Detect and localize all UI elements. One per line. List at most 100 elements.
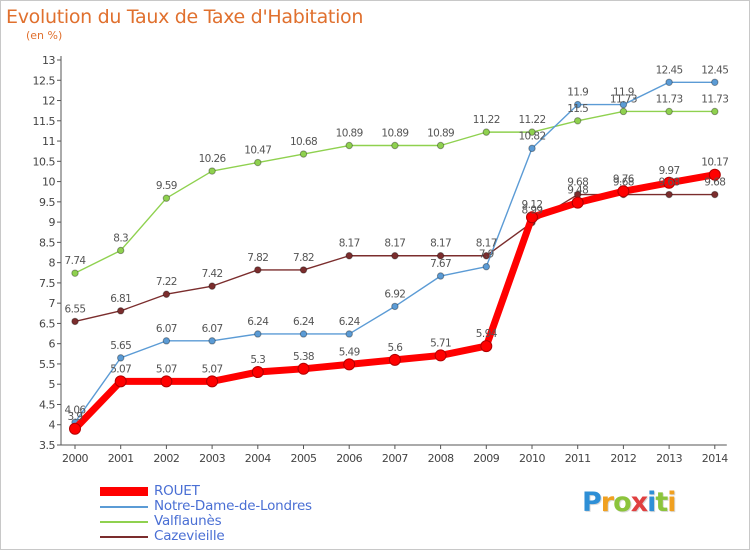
data-point — [391, 141, 399, 150]
data-label: 5.3 — [250, 354, 265, 366]
logo-letter: P — [582, 487, 602, 518]
data-label: 7.82 — [247, 252, 268, 264]
data-point — [208, 167, 216, 175]
data-label: 8.17 — [339, 238, 360, 250]
y-tick-label: 6.5 — [39, 317, 55, 330]
data-label: 6.07 — [202, 323, 223, 335]
logo-letter: i — [667, 487, 676, 518]
data-point — [482, 128, 490, 136]
y-tick-label: 11 — [42, 135, 55, 148]
line-chart: 3.5 4 4.5 5 5.5 6 6.5 7 7.5 8 8.5 9 9.5 10 10.5 11 11.5 1… — [33, 54, 729, 465]
data-label: 5.07 — [110, 363, 131, 375]
data-label: 5.07 — [156, 363, 177, 375]
data-point — [117, 354, 125, 362]
legend-label: Cazevieille — [154, 528, 225, 544]
y-tick-label: 9 — [49, 216, 56, 229]
y-tick-label: 3.5 — [39, 439, 55, 452]
data-point — [663, 176, 676, 189]
series-line-rouet — [72, 171, 716, 432]
proxiti-logo: Proxiti — [582, 487, 677, 518]
data-label: 5.71 — [430, 337, 451, 349]
data-point — [297, 362, 310, 375]
data-point — [254, 330, 262, 338]
data-point — [208, 282, 216, 290]
data-point — [162, 194, 171, 202]
data-point — [162, 290, 171, 298]
data-label: 9.48 — [567, 185, 588, 197]
y-tick-label: 7.5 — [39, 277, 55, 290]
data-point — [434, 349, 447, 362]
x-tick-label: 2002 — [153, 452, 179, 465]
data-point — [388, 353, 401, 366]
data-label: 9.97 — [659, 165, 680, 177]
data-label: 11.9 — [567, 87, 588, 99]
data-label: 11.73 — [656, 93, 683, 105]
data-point — [436, 272, 445, 280]
y-tick-label: 9.5 — [39, 196, 55, 209]
x-tick-label: 2011 — [565, 452, 591, 465]
data-label: 8.17 — [430, 238, 451, 250]
data-label: 9.68 — [567, 177, 588, 189]
x-tick-label: 2012 — [610, 452, 636, 465]
data-label: 6.81 — [110, 293, 131, 305]
data-point — [117, 246, 125, 255]
data-label: 7.82 — [293, 252, 314, 264]
data-point — [619, 107, 628, 116]
data-label: 8.99 — [522, 205, 543, 217]
data-label: 6.24 — [247, 316, 269, 328]
data-point — [343, 358, 356, 371]
data-point — [482, 252, 490, 260]
data-label: 9.76 — [613, 173, 635, 185]
data-label: 10.89 — [336, 128, 363, 140]
data-label: 5.49 — [339, 346, 360, 358]
data-label: 4.06 — [65, 404, 87, 416]
data-label: 10.89 — [381, 128, 408, 140]
data-label: 5.38 — [293, 351, 314, 363]
data-label: 3.9 — [68, 411, 83, 423]
y-tick-label: 4 — [49, 419, 56, 432]
data-point — [711, 107, 719, 116]
data-point — [206, 375, 219, 388]
data-label: 7.22 — [156, 276, 177, 288]
chart-title: Evolution du Taux de Taxe d'Habitation — [6, 6, 364, 28]
data-label: 9.59 — [156, 180, 177, 192]
data-label: 10.82 — [518, 130, 545, 142]
data-label: 7.74 — [65, 255, 87, 267]
logo-letter: x — [630, 487, 648, 518]
data-point — [251, 366, 264, 379]
data-point — [574, 100, 582, 109]
x-tick-label: 2004 — [245, 452, 271, 465]
logo-letter: r — [600, 487, 614, 518]
y-tick-label: 8 — [49, 257, 56, 270]
data-point — [528, 128, 536, 136]
x-tick-label: 2003 — [199, 452, 225, 465]
data-label: 11.5 — [567, 103, 588, 115]
data-point — [665, 107, 673, 116]
data-point — [391, 252, 399, 260]
data-point — [71, 317, 79, 326]
data-label: 10.17 — [701, 157, 728, 169]
data-point — [482, 262, 490, 271]
legend-label: Notre-Dame-de-Londres — [154, 498, 312, 514]
data-point — [617, 185, 630, 198]
data-label: 12.45 — [656, 64, 683, 76]
x-tick-label: 2008 — [428, 452, 454, 465]
data-point — [665, 78, 673, 86]
data-point — [299, 266, 308, 274]
y-tick-label: 8.5 — [39, 236, 55, 249]
data-point — [114, 375, 127, 388]
data-point — [162, 337, 171, 345]
data-label: 9.68 — [659, 177, 680, 189]
data-point — [208, 337, 216, 345]
data-point — [71, 269, 79, 277]
logo-letter: i — [647, 487, 656, 518]
data-point — [708, 168, 721, 181]
data-label: 10.89 — [427, 128, 454, 140]
logo-letter: o — [613, 487, 632, 518]
data-point — [160, 375, 173, 388]
y-tick-label: 5.5 — [39, 358, 55, 371]
data-label: 11.22 — [473, 114, 500, 126]
data-label: 7.67 — [430, 258, 451, 270]
y-tick-label: 12 — [42, 95, 55, 108]
x-tick-label: 2006 — [336, 452, 362, 465]
